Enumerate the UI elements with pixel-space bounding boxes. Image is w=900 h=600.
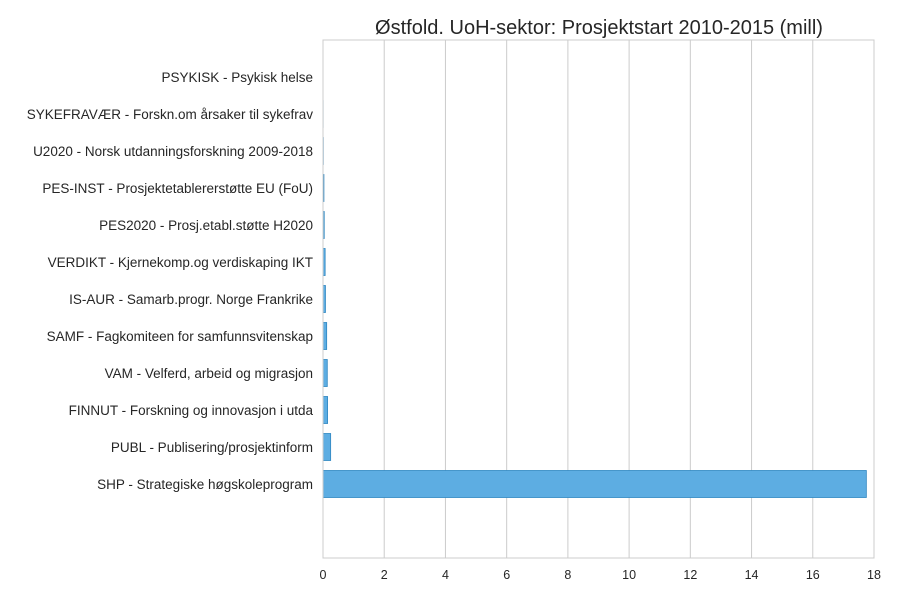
bar [322, 322, 328, 350]
x-tick-label: 4 [442, 568, 449, 582]
x-tick-label: 6 [503, 568, 510, 582]
bar [322, 470, 867, 498]
category-label: SHP - Strategiske høgskoleprogram [97, 477, 313, 492]
category-label: VAM - Velferd, arbeid og migrasjon [105, 366, 313, 381]
category-label: PUBL - Publisering/prosjektinform [111, 440, 313, 455]
x-tick-label: 0 [320, 568, 327, 582]
x-tick-label: 2 [381, 568, 388, 582]
x-tick-labels: 0 2 4 6 8 10 12 14 16 18 [320, 568, 881, 582]
category-label: PES-INST - Prosjektetablererstøtte EU (F… [42, 181, 313, 196]
category-label: VERDIKT - Kjernekomp.og verdiskaping IKT [48, 255, 313, 270]
x-tick-label: 12 [683, 568, 697, 582]
bar [322, 433, 332, 461]
chart-title: Østfold. UoH-sektor: Prosjektstart 2010-… [375, 17, 823, 39]
x-tick-label: 10 [622, 568, 636, 582]
category-label: U2020 - Norsk utdanningsforskning 2009-2… [33, 144, 313, 159]
x-tick-label: 18 [867, 568, 881, 582]
x-tick-label: 16 [806, 568, 820, 582]
category-label: IS-AUR - Samarb.progr. Norge Frankrike [69, 292, 313, 307]
x-tick-label: 8 [564, 568, 571, 582]
category-label: SYKEFRAVÆR - Forskn.om årsaker til sykef… [27, 107, 314, 122]
x-tick-label: 14 [745, 568, 759, 582]
bars [322, 63, 867, 498]
plot-frame [322, 39, 875, 559]
category-label: PSYKISK - Psykisk helse [161, 70, 313, 85]
category-label: PES2020 - Prosj.etabl.støtte H2020 [99, 218, 313, 233]
bar [322, 359, 328, 387]
category-labels: PSYKISK - Psykisk helse SYKEFRAVÆR - Fors… [27, 70, 314, 492]
category-label: SAMF - Fagkomiteen for samfunnsvitenskap [47, 329, 313, 344]
bar [322, 396, 328, 424]
category-label: FINNUT - Forskning og innovasjon i utda [69, 403, 314, 418]
